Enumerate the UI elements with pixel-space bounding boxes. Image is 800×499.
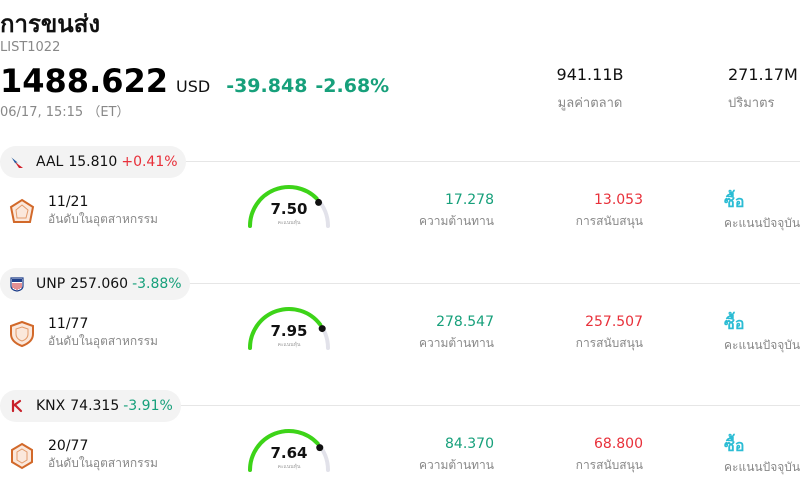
- stock-score-value: 7.50: [270, 200, 308, 218]
- current-rating-value: ซื้อ: [724, 314, 745, 333]
- stock-change-pct: +0.41%: [121, 154, 178, 170]
- stock-change-pct: -3.91%: [123, 398, 173, 414]
- stock-score-gauge: [248, 429, 330, 472]
- gauge-fill: [248, 429, 320, 472]
- market-cap-stat: 941.11B มูลค่าตลาด: [540, 65, 640, 113]
- stock-ticker: AAL: [36, 154, 64, 170]
- support-value: 257.507: [585, 314, 643, 330]
- support-label: การสนับสนุน: [575, 458, 643, 472]
- current-rating-value: ซื้อ: [724, 192, 745, 211]
- stock-ticker: KNX: [36, 398, 66, 414]
- support-value: 13.053: [594, 192, 643, 208]
- gauge-marker: [318, 325, 326, 333]
- section-divider: [0, 405, 800, 406]
- resistance-label: ความต้านทาน: [419, 336, 494, 350]
- gauge-marker: [315, 198, 323, 206]
- stock-section-unp: UNP 257.060 -3.88% 11/77 อันดับในอุตสาหก…: [0, 266, 800, 388]
- price-change: -39.848: [226, 75, 308, 97]
- stock-score-label: คะแนนหุ้น: [277, 464, 301, 470]
- stock-section-aal: AAL 15.810 +0.41% 11/21 อันดับในอุตสาหกร…: [0, 144, 800, 266]
- resistance-value: 278.547: [436, 314, 494, 330]
- resistance-value: 84.370: [445, 436, 494, 452]
- support-label: การสนับสนุน: [575, 336, 643, 350]
- gauge-marker: [316, 444, 324, 452]
- current-rating-value: ซื้อ: [724, 436, 745, 455]
- resistance-label: ความต้านทาน: [419, 214, 494, 228]
- stock-score-gauge: [248, 184, 330, 228]
- section-divider: [0, 283, 800, 284]
- industry-rank-value: 11/21: [48, 194, 89, 210]
- price-change-pct: -2.68%: [315, 75, 390, 97]
- industry-rank-label: อันดับในอุตสาหกรรม: [48, 334, 158, 348]
- price-row: 1488.622 USD -39.848 -2.68%: [0, 62, 389, 102]
- resistance-value: 17.278: [445, 192, 494, 208]
- stock-score-label: คะแนนหุ้น: [277, 342, 301, 348]
- industry-rank-icon: [11, 442, 33, 470]
- stock-ticker: UNP: [36, 276, 66, 292]
- section-divider: [0, 161, 800, 162]
- knight-swift-logo-icon: [8, 397, 26, 415]
- industry-rank-icon: [9, 198, 35, 223]
- index-price: 1488.622: [0, 62, 169, 100]
- index-code: LIST1022: [0, 40, 61, 55]
- industry-rank-label: อันดับในอุตสาหกรรม: [48, 212, 158, 226]
- volume-value: 271.17M: [728, 65, 798, 84]
- stock-score-label: คะแนนหุ้น: [277, 220, 301, 226]
- support-value: 68.800: [594, 436, 643, 452]
- volume-stat: 271.17M ปริมาตร: [728, 65, 800, 113]
- current-rating-label: คะแนนปัจจุบัน: [724, 338, 800, 352]
- volume-label: ปริมาตร: [728, 96, 775, 111]
- industry-rank-label: อันดับในอุตสาหกรรม: [48, 456, 158, 470]
- industry-rank-value: 11/77: [48, 316, 89, 332]
- stock-change-pct: -3.88%: [132, 276, 182, 292]
- currency-label: USD: [176, 77, 211, 96]
- stock-pill-knx[interactable]: KNX 74.315 -3.91%: [0, 390, 181, 422]
- resistance-label: ความต้านทาน: [419, 458, 494, 472]
- stock-price: 257.060: [70, 276, 129, 292]
- industry-rank-value: 20/77: [48, 438, 89, 454]
- current-rating-label: คะแนนปัจจุบัน: [724, 216, 800, 230]
- timestamp: 06/17, 15:15 （ET）: [0, 105, 130, 120]
- stock-price: 15.810: [68, 154, 118, 170]
- american-airlines-logo-icon: [8, 153, 26, 171]
- stock-pill-unp[interactable]: UNP 257.060 -3.88%: [0, 268, 190, 300]
- industry-rank-icon: [10, 320, 34, 348]
- market-cap-label: มูลค่าตลาด: [557, 96, 623, 111]
- stock-score-value: 7.64: [270, 444, 308, 462]
- stock-pill-aal[interactable]: AAL 15.810 +0.41%: [0, 146, 186, 178]
- union-pacific-logo-icon: [8, 275, 26, 293]
- stock-score-gauge: [248, 306, 330, 350]
- page-title: การขนส่ง: [0, 10, 101, 38]
- support-label: การสนับสนุน: [575, 214, 643, 228]
- gauge-fill: [248, 184, 319, 228]
- stock-section-knx: KNX 74.315 -3.91% 20/77 อันดับในอุตสาหกร…: [0, 388, 800, 499]
- current-rating-label: คะแนนปัจจุบัน: [724, 460, 800, 474]
- stock-price: 74.315: [70, 398, 120, 414]
- gauge-fill: [248, 306, 323, 350]
- stock-score-value: 7.95: [270, 322, 308, 340]
- market-cap-value: 941.11B: [556, 65, 624, 84]
